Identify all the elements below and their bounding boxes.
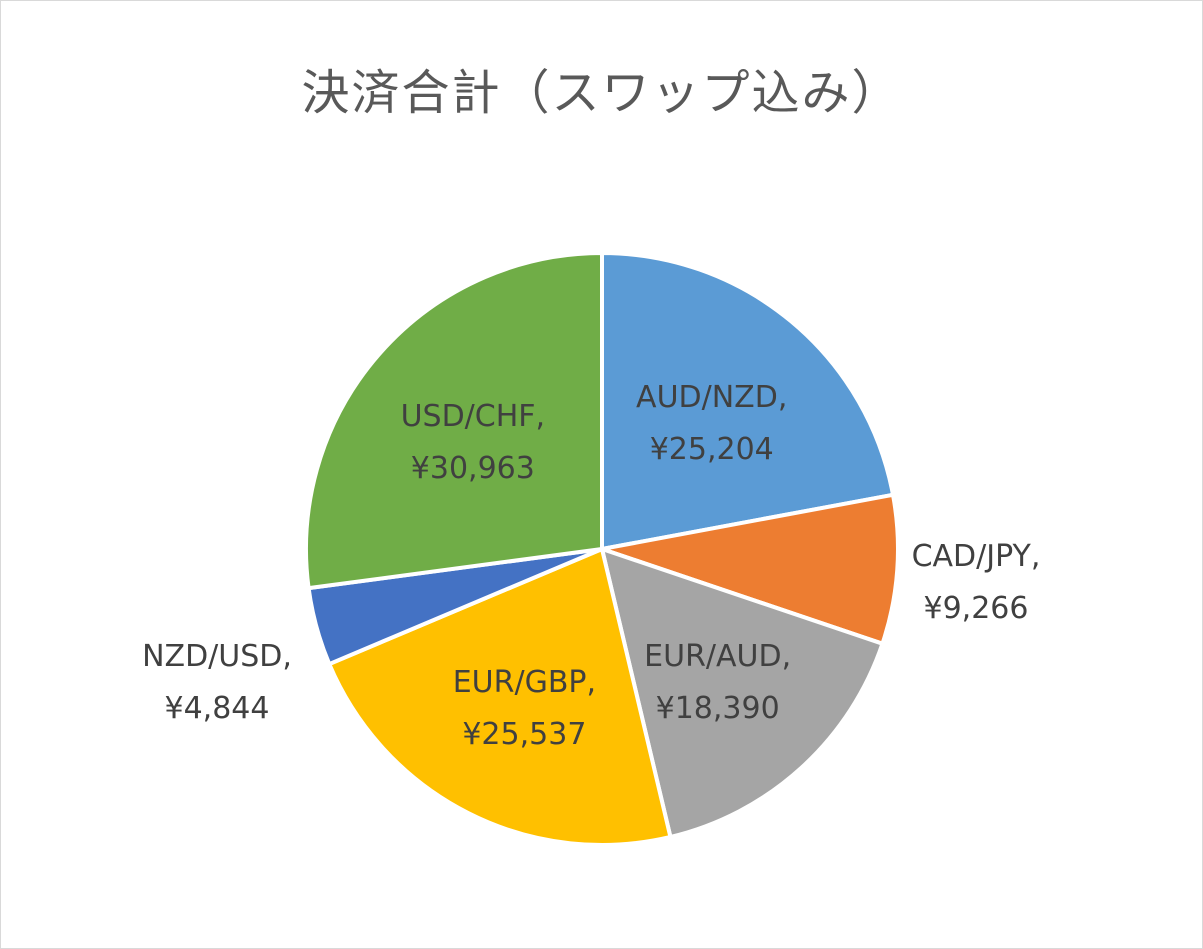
data-label-category: NZD/USD, xyxy=(142,639,292,674)
data-label-eur-gbp: EUR/GBP, ¥25,537 xyxy=(453,665,596,752)
data-label-value: ¥25,204 xyxy=(650,432,774,467)
pie-slice-usd-chf xyxy=(304,251,604,591)
data-label-category: USD/CHF, xyxy=(401,399,546,434)
data-label-category: EUR/GBP, xyxy=(453,665,596,700)
data-label-usd-chf: USD/CHF, ¥30,963 xyxy=(401,399,546,486)
pie-slice-aud-nzd xyxy=(600,251,895,551)
chart-title: 決済合計（スワップ込み） xyxy=(301,65,902,121)
data-label-value: ¥25,537 xyxy=(462,717,586,752)
pie-slice-eur-gbp xyxy=(327,547,673,847)
data-label-value: ¥30,963 xyxy=(411,451,535,486)
pie-slice-cad-jpy xyxy=(600,492,900,646)
data-label-aud-nzd: AUD/NZD, ¥25,204 xyxy=(636,380,787,467)
data-label-nzd-usd: NZD/USD, ¥4,844 xyxy=(142,639,292,726)
data-label-value: ¥18,390 xyxy=(656,691,780,726)
data-label-value: ¥9,266 xyxy=(924,591,1029,626)
data-label-value: ¥4,844 xyxy=(165,691,270,726)
data-label-category: CAD/JPY, xyxy=(912,539,1041,574)
data-label-cad-jpy: CAD/JPY, ¥9,266 xyxy=(912,539,1041,626)
data-label-eur-aud: EUR/AUD, ¥18,390 xyxy=(644,639,791,726)
data-label-category: EUR/AUD, xyxy=(644,639,791,674)
data-label-category: AUD/NZD, xyxy=(636,380,787,415)
pie-slice-eur-aud xyxy=(600,547,885,839)
